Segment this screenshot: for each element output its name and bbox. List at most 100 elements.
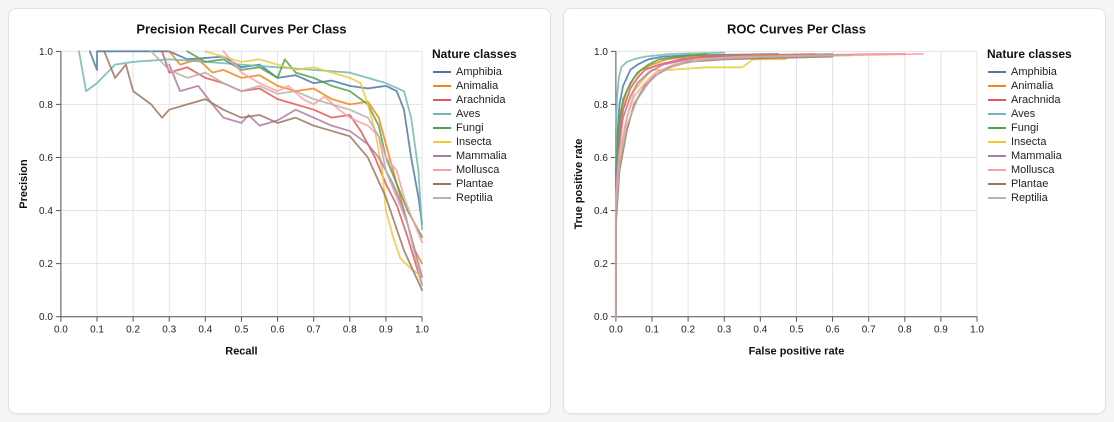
series-line-mammalia <box>168 63 423 278</box>
y-tick-label: 1.0 <box>39 47 53 58</box>
y-axis-title: True positive rate <box>573 139 585 230</box>
legend-line-swatch <box>988 85 1006 87</box>
x-tick-label: 0.7 <box>862 325 876 336</box>
legend-line-swatch <box>433 71 451 73</box>
legend-line-swatch <box>433 141 451 143</box>
legend-label: Animalia <box>1011 80 1054 92</box>
roc-chart: 0.0 0.1 0.2 0.3 0.4 0.5 0.6 0.7 0.8 0.9 1.0 0.0 0.2 0… <box>570 17 1099 363</box>
legend-label: Arachnida <box>456 94 506 106</box>
legend-label: Arachnida <box>1011 94 1061 106</box>
legend-label: Plantae <box>456 178 494 190</box>
legend-line-swatch <box>433 169 451 171</box>
y-tick-label: 0.0 <box>39 312 53 323</box>
series-line-reptilia <box>614 54 852 318</box>
legend-line-swatch <box>988 71 1006 73</box>
legend-item-animalia: Animalia <box>987 79 1099 93</box>
legend-label: Reptilia <box>456 192 493 204</box>
x-tick-label: 0.3 <box>162 325 176 336</box>
x-tick-label: 0.0 <box>54 325 68 336</box>
series-line-insecta <box>204 50 423 278</box>
x-tick-label: 0.8 <box>343 325 357 336</box>
legend-line-swatch <box>433 197 451 199</box>
legend-item-mollusca: Mollusca <box>432 163 544 177</box>
x-tick-label: 0.2 <box>681 325 695 336</box>
x-tick-label: 0.4 <box>753 325 767 336</box>
legend-item-mollusca: Mollusca <box>987 163 1099 177</box>
x-tick-label: 0.1 <box>90 325 104 336</box>
legend-item-reptilia: Reptilia <box>987 191 1099 205</box>
series-line-animalia <box>614 53 816 318</box>
legend-label: Aves <box>1011 108 1036 120</box>
x-tick-label: 0.3 <box>717 325 731 336</box>
x-tick-label: 0.5 <box>235 325 249 336</box>
legend-label: Amphibia <box>1011 66 1057 78</box>
x-tick-label: 0.7 <box>307 325 321 336</box>
y-tick-label: 0.8 <box>594 100 608 111</box>
legend-line-swatch <box>988 183 1006 185</box>
x-axis-title: Recall <box>225 346 257 358</box>
legend-line-swatch <box>988 113 1006 115</box>
series-line-aves <box>78 50 423 231</box>
series-line-aves <box>614 51 726 318</box>
legend-line-swatch <box>433 127 451 129</box>
legend-line-swatch <box>988 141 1006 143</box>
x-tick-label: 1.0 <box>970 325 984 336</box>
precision-recall-card: 0.0 0.1 0.2 0.3 0.4 0.5 0.6 0.7 0.8 0.9 1.0 0.0 0.2 0… <box>8 8 551 414</box>
legend-item-fungi: Fungi <box>987 121 1099 135</box>
y-tick-label: 0.4 <box>594 206 608 217</box>
legend-line-swatch <box>433 155 451 157</box>
legend-label: Mollusca <box>456 164 500 176</box>
x-tick-label: 0.6 <box>271 325 285 336</box>
x-tick-label: 0.9 <box>379 325 393 336</box>
y-tick-label: 0.0 <box>594 312 608 323</box>
legend-item-mammalia: Mammalia <box>432 149 544 163</box>
precision-recall-chart: 0.0 0.1 0.2 0.3 0.4 0.5 0.6 0.7 0.8 0.9 1.0 0.0 0.2 0… <box>15 17 544 363</box>
legend-line-swatch <box>433 183 451 185</box>
y-tick-label: 0.8 <box>39 100 53 111</box>
y-tick-label: 0.6 <box>39 153 53 164</box>
series-line-mollusca <box>222 50 423 244</box>
legend-item-plantae: Plantae <box>987 177 1099 191</box>
chart-title: Precision Recall Curves Per Class <box>136 21 346 36</box>
y-tick-label: 0.2 <box>39 259 53 270</box>
legend-title: Nature classes <box>432 47 517 61</box>
x-tick-label: 0.1 <box>645 325 659 336</box>
x-tick-label: 0.6 <box>826 325 840 336</box>
legend-line-swatch <box>988 169 1006 171</box>
legend-line-swatch <box>433 99 451 101</box>
legend-label: Amphibia <box>456 66 502 78</box>
roc-plot-svg: 0.0 0.1 0.2 0.3 0.4 0.5 0.6 0.7 0.8 0.9 1.0 0.0 0.2 0… <box>573 21 984 357</box>
series-line-mollusca <box>614 53 924 318</box>
series-line-amphibia <box>88 50 423 225</box>
x-tick-label: 0.5 <box>790 325 804 336</box>
legend-line-swatch <box>433 85 451 87</box>
legend-item-aves: Aves <box>432 107 544 121</box>
legend-line-swatch <box>988 127 1006 129</box>
legend-item-animalia: Animalia <box>432 79 544 93</box>
y-tick-label: 0.4 <box>39 206 53 217</box>
x-tick-label: 1.0 <box>415 325 429 336</box>
x-tick-label: 0.0 <box>609 325 623 336</box>
legend-item-insecta: Insecta <box>987 135 1099 149</box>
legend-label: Reptilia <box>1011 192 1048 204</box>
x-tick-label: 0.2 <box>126 325 140 336</box>
legend-label: Fungi <box>1011 122 1039 134</box>
series-line-reptilia <box>150 50 423 286</box>
legend-label: Fungi <box>456 122 484 134</box>
legend-item-amphibia: Amphibia <box>432 65 544 79</box>
legend-line-swatch <box>988 155 1006 157</box>
x-tick-label: 0.9 <box>934 325 948 336</box>
legend-label: Insecta <box>1011 136 1047 148</box>
y-tick-label: 0.2 <box>594 259 608 270</box>
legend-label: Mollusca <box>1011 164 1055 176</box>
legend-label: Mammalia <box>456 150 507 162</box>
series-line-arachnida <box>161 50 423 286</box>
legend-item-aves: Aves <box>987 107 1099 121</box>
series-line-plantae <box>103 50 423 292</box>
precision-recall-plot-svg: 0.0 0.1 0.2 0.3 0.4 0.5 0.6 0.7 0.8 0.9 1.0 0.0 0.2 0… <box>18 21 429 358</box>
roc-legend: Nature classes Amphibia Animalia Arachnida A… <box>987 47 1099 205</box>
legend-item-arachnida: Arachnida <box>987 93 1099 107</box>
legend-title: Nature classes <box>987 47 1072 61</box>
legend-item-reptilia: Reptilia <box>432 191 544 205</box>
